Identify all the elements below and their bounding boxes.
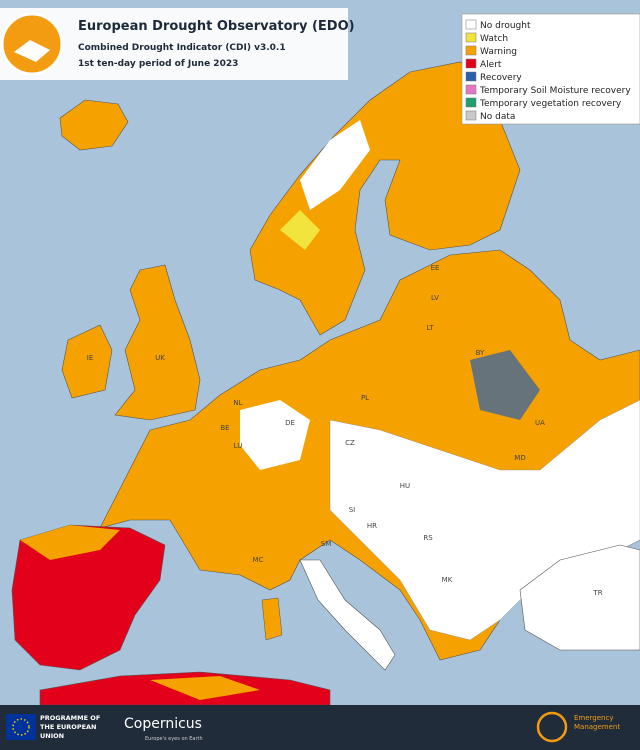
footer xyxy=(0,705,640,750)
legend-swatch xyxy=(465,97,477,108)
country-label: CZ xyxy=(345,439,355,447)
country-label: HU xyxy=(400,482,410,490)
edo-logo-mark xyxy=(14,40,50,62)
country-label: MD xyxy=(514,454,525,462)
subtitle: Combined Drought Indicator (CDI) v3.0.1 xyxy=(78,43,286,53)
scandinavia xyxy=(249,61,521,336)
legend-swatch xyxy=(465,32,477,43)
country-label: UA xyxy=(535,419,545,427)
legend-swatch xyxy=(465,19,477,30)
country-label: LV xyxy=(431,294,439,302)
eu-stars xyxy=(12,718,30,736)
recovery-area xyxy=(470,350,540,420)
country-label: RS xyxy=(423,534,433,542)
country-label: HR xyxy=(367,522,377,530)
great-britain xyxy=(114,264,201,421)
country-label: UK xyxy=(155,354,165,362)
legend-swatch xyxy=(465,71,477,82)
legend: No drought Watch Warning Alert Recovery Tempo… xyxy=(465,19,631,122)
iberia xyxy=(11,524,166,671)
copernicus-tagline: Europe's eyes on Earth xyxy=(145,736,203,742)
eu-flag xyxy=(6,714,36,740)
legend-swatch xyxy=(465,84,477,95)
legend-label: Temporary vegetation recovery xyxy=(479,99,622,109)
country-label: PL xyxy=(361,394,369,402)
north-africa-warning xyxy=(150,676,260,700)
country-label: IE xyxy=(87,354,94,362)
country-label: BY xyxy=(476,349,485,357)
country-label: DE xyxy=(285,419,295,427)
iceland xyxy=(59,99,129,151)
ems-logo xyxy=(536,711,568,743)
country-labels: IE UK NL BE LU DE PL CZ LT LV EE BY UA M… xyxy=(87,264,603,597)
scandinavia-watch xyxy=(280,210,320,250)
turkey xyxy=(519,544,640,651)
country-label: NL xyxy=(233,399,242,407)
country-label: MC xyxy=(253,556,264,564)
legend-label: Alert xyxy=(480,60,502,70)
ems-text: Emergency Management xyxy=(574,714,621,731)
legend-label: Recovery xyxy=(480,73,522,83)
scandinavia-no-drought xyxy=(300,120,370,210)
legend-swatch xyxy=(465,58,477,69)
legend-label: No data xyxy=(480,112,515,122)
sardinia xyxy=(261,597,283,641)
eu-text: PROGRAMME OF THE EUROPEAN UNION xyxy=(40,714,101,740)
country-label: LU xyxy=(234,442,243,450)
period: 1st ten-day period of June 2023 xyxy=(78,59,238,69)
germany-no-drought xyxy=(240,400,310,470)
title: European Drought Observatory (EDO) xyxy=(78,19,355,34)
country-label: LT xyxy=(426,324,434,332)
country-label: TR xyxy=(592,589,602,597)
ems-text-box: Emergency Management xyxy=(574,714,621,731)
iberia-north xyxy=(20,525,120,560)
copernicus: Copernicus xyxy=(124,716,202,732)
country-label: MK xyxy=(442,576,453,584)
legend-label: Watch xyxy=(480,34,508,44)
ireland xyxy=(61,324,113,399)
legend-label: Warning xyxy=(480,47,517,57)
legend-swatch xyxy=(465,45,477,56)
country-label: EE xyxy=(431,264,440,272)
country-label: SM xyxy=(321,540,331,548)
legend-swatch xyxy=(465,110,477,121)
italy xyxy=(299,559,396,671)
country-label: BE xyxy=(220,424,229,432)
legend-label: No drought xyxy=(480,21,531,31)
legend-label: Temporary Soil Moisture recovery xyxy=(479,86,631,96)
legend-box xyxy=(461,13,640,125)
country-label: SI xyxy=(349,506,356,514)
eu-text-box: PROGRAMME OF THE EUROPEAN UNION xyxy=(40,714,101,740)
